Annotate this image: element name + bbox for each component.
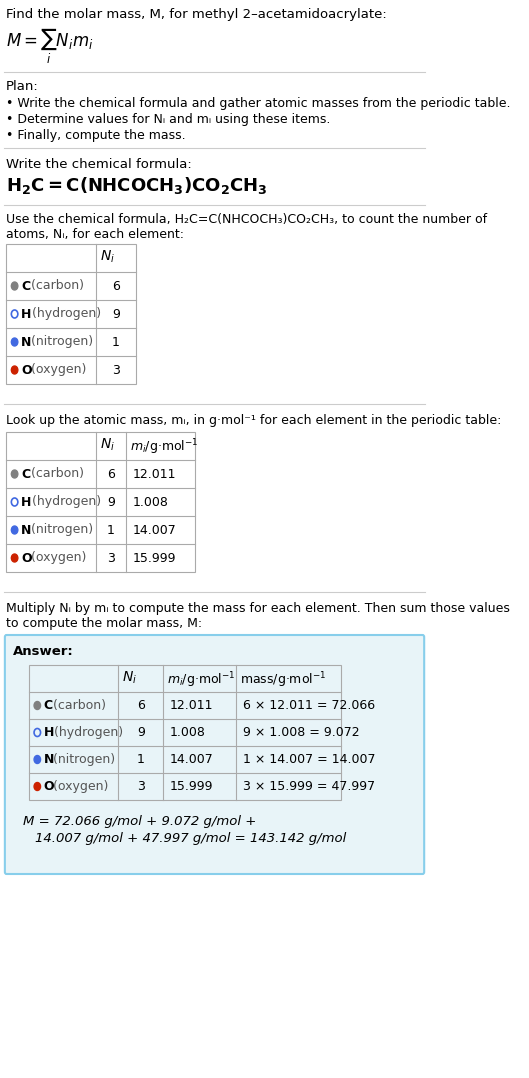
Text: 3 × 15.999 = 47.997: 3 × 15.999 = 47.997	[242, 780, 375, 793]
Text: H: H	[44, 725, 54, 740]
Text: (hydrogen): (hydrogen)	[28, 307, 101, 320]
Text: H: H	[21, 307, 31, 320]
Text: Plan:: Plan:	[6, 80, 39, 93]
Text: (hydrogen): (hydrogen)	[50, 725, 123, 740]
Text: Answer:: Answer:	[13, 645, 74, 658]
Text: C: C	[21, 279, 30, 292]
Text: $N_i$: $N_i$	[100, 437, 115, 454]
Text: Use the chemical formula, H₂C=C(NHCOCH₃)CO₂CH₃, to count the number of: Use the chemical formula, H₂C=C(NHCOCH₃)…	[6, 213, 487, 226]
Text: $m_i$/g·mol$^{-1}$: $m_i$/g·mol$^{-1}$	[167, 671, 235, 690]
Text: 12.011: 12.011	[169, 699, 213, 711]
Bar	[6, 432, 195, 572]
Text: • Write the chemical formula and gather atomic masses from the periodic table.: • Write the chemical formula and gather …	[6, 97, 510, 110]
Text: M = 72.066 g/mol + 9.072 g/mol +: M = 72.066 g/mol + 9.072 g/mol +	[23, 815, 256, 828]
Text: $m_i$/g·mol$^{-1}$: $m_i$/g·mol$^{-1}$	[130, 437, 198, 457]
Text: (oxygen): (oxygen)	[27, 552, 86, 565]
Text: 3: 3	[107, 552, 115, 565]
Text: $N_i$: $N_i$	[123, 671, 138, 687]
Circle shape	[11, 338, 18, 346]
Bar	[29, 665, 341, 800]
Text: (nitrogen): (nitrogen)	[27, 335, 93, 348]
Text: 1: 1	[112, 335, 120, 348]
Text: (carbon): (carbon)	[50, 699, 106, 711]
Text: (carbon): (carbon)	[27, 468, 84, 481]
Text: O: O	[21, 552, 32, 565]
Text: 6 × 12.011 = 72.066: 6 × 12.011 = 72.066	[242, 699, 375, 711]
Text: 1: 1	[107, 524, 115, 537]
Circle shape	[34, 756, 41, 763]
Bar	[6, 244, 136, 384]
Text: 6: 6	[112, 279, 120, 292]
Text: • Determine values for Nᵢ and mᵢ using these items.: • Determine values for Nᵢ and mᵢ using t…	[6, 113, 330, 126]
Text: Multiply Nᵢ by mᵢ to compute the mass for each element. Then sum those values: Multiply Nᵢ by mᵢ to compute the mass fo…	[6, 602, 509, 616]
Text: • Finally, compute the mass.: • Finally, compute the mass.	[6, 129, 185, 142]
Text: 15.999: 15.999	[132, 552, 176, 565]
Text: $M = \sum_i N_i m_i$: $M = \sum_i N_i m_i$	[6, 26, 93, 66]
Text: atoms, Nᵢ, for each element:: atoms, Nᵢ, for each element:	[6, 229, 184, 241]
Text: (nitrogen): (nitrogen)	[27, 524, 93, 537]
Text: H: H	[21, 496, 31, 509]
Text: 3: 3	[112, 363, 120, 376]
Text: Write the chemical formula:: Write the chemical formula:	[6, 158, 191, 171]
Text: 1: 1	[137, 754, 144, 766]
Text: 1.008: 1.008	[169, 725, 205, 740]
Text: 14.007 g/mol + 47.997 g/mol = 143.142 g/mol: 14.007 g/mol + 47.997 g/mol = 143.142 g/…	[35, 832, 346, 845]
Text: 9: 9	[137, 725, 144, 740]
Text: to compute the molar mass, M:: to compute the molar mass, M:	[6, 617, 202, 630]
Text: 9: 9	[112, 307, 120, 320]
Text: 14.007: 14.007	[169, 754, 213, 766]
Text: (oxygen): (oxygen)	[50, 780, 109, 793]
Text: 12.011: 12.011	[132, 468, 176, 481]
Circle shape	[34, 702, 41, 709]
Text: C: C	[21, 468, 30, 481]
Circle shape	[11, 526, 18, 534]
Circle shape	[34, 783, 41, 790]
Text: Look up the atomic mass, mᵢ, in g·mol⁻¹ for each element in the periodic table:: Look up the atomic mass, mᵢ, in g·mol⁻¹ …	[6, 414, 501, 427]
Text: N: N	[44, 754, 54, 766]
Text: 1 × 14.007 = 14.007: 1 × 14.007 = 14.007	[242, 754, 375, 766]
Text: O: O	[21, 363, 32, 376]
Text: $\mathbf{H_2C{=}C(NHCOCH_3)CO_2CH_3}$: $\mathbf{H_2C{=}C(NHCOCH_3)CO_2CH_3}$	[6, 175, 267, 196]
Text: 6: 6	[137, 699, 144, 711]
Text: 3: 3	[137, 780, 144, 793]
Text: Find the molar mass, M, for methyl 2–acetamidoacrylate:: Find the molar mass, M, for methyl 2–ace…	[6, 8, 386, 20]
Text: 15.999: 15.999	[169, 780, 213, 793]
Circle shape	[11, 470, 18, 478]
Text: 9: 9	[107, 496, 115, 509]
Text: (oxygen): (oxygen)	[27, 363, 86, 376]
Text: 14.007: 14.007	[132, 524, 176, 537]
Text: 6: 6	[107, 468, 115, 481]
Circle shape	[11, 367, 18, 374]
Text: 9 × 1.008 = 9.072: 9 × 1.008 = 9.072	[242, 725, 359, 740]
Text: $N_i$: $N_i$	[100, 249, 115, 265]
Text: N: N	[21, 335, 31, 348]
Text: O: O	[44, 780, 54, 793]
Text: (carbon): (carbon)	[27, 279, 84, 292]
Text: 1.008: 1.008	[132, 496, 168, 509]
FancyBboxPatch shape	[5, 635, 424, 874]
Text: (nitrogen): (nitrogen)	[50, 754, 116, 766]
Text: N: N	[21, 524, 31, 537]
Circle shape	[11, 554, 18, 562]
Text: mass/g·mol$^{-1}$: mass/g·mol$^{-1}$	[240, 671, 326, 690]
Text: C: C	[44, 699, 53, 711]
Text: (hydrogen): (hydrogen)	[28, 496, 101, 509]
Circle shape	[11, 282, 18, 290]
